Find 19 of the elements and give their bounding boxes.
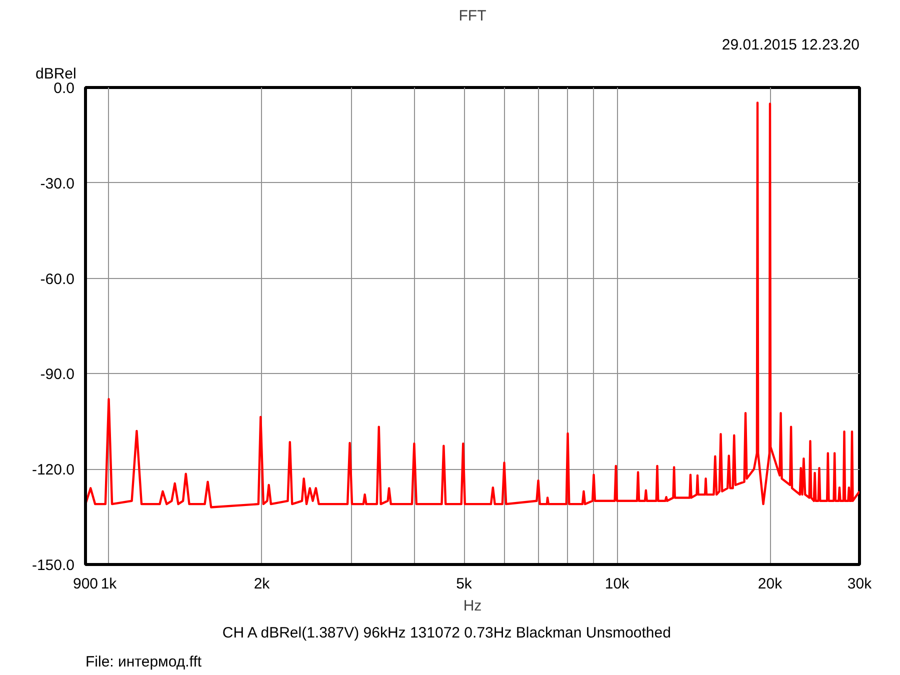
- x-tick-label: 5k: [456, 576, 472, 592]
- y-tick-label: 0.0: [54, 80, 75, 97]
- y-tick-label: -150.0: [32, 557, 75, 574]
- x-tick-label: 10k: [604, 576, 630, 592]
- x-tick-label: 30k: [847, 576, 872, 592]
- x-tick-label: 1k: [100, 576, 118, 592]
- x-tick-label: 900: [72, 576, 98, 592]
- x-axis-title: Hz: [463, 598, 482, 614]
- y-tick-label: -120.0: [32, 462, 75, 479]
- text: File: интермод.fft: [86, 654, 202, 670]
- chart-title: FFT: [458, 8, 486, 24]
- x-tick-label: 2k: [254, 576, 270, 592]
- text: 29.01.2015 12.23.20: [722, 36, 860, 54]
- y-tick-label: -90.0: [40, 366, 75, 384]
- y-tick-label: -60.0: [40, 270, 75, 288]
- y-tick-label: -30.0: [40, 175, 75, 192]
- x-tick-label: 20k: [758, 576, 783, 592]
- y-axis-title: dBRel: [36, 66, 76, 82]
- text: CH A dBRel(1.387V) 96kHz 131072 0.73Hz Blackman Unsmoothed: [222, 624, 671, 642]
